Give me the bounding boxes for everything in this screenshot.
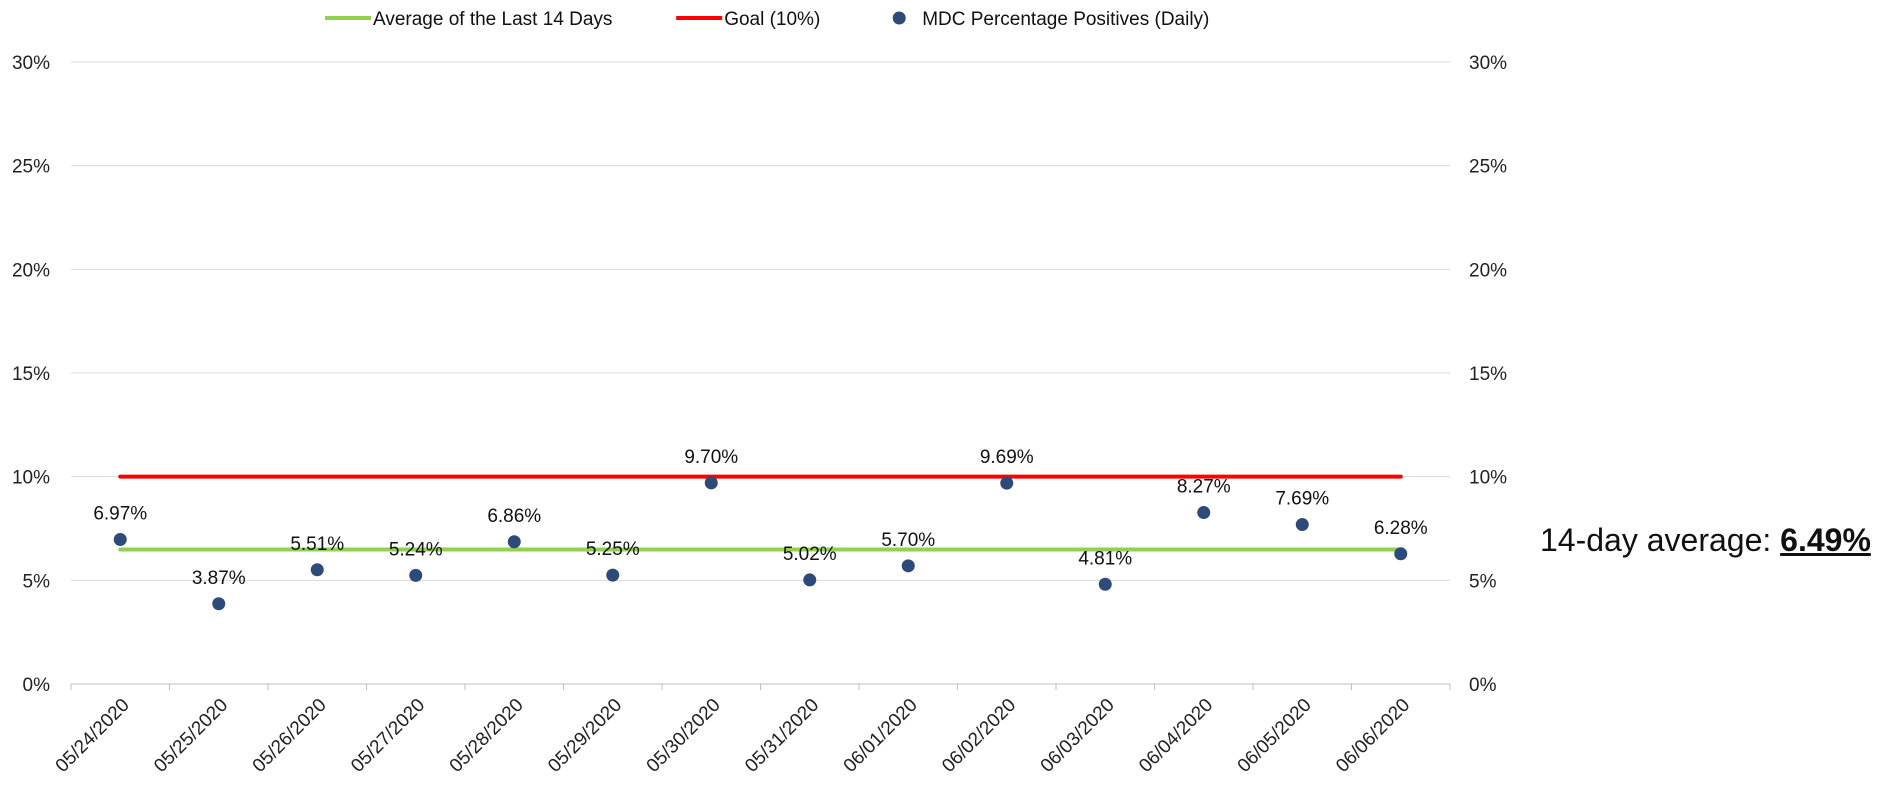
data-point-1 (212, 597, 226, 611)
data-label-4: 6.86% (487, 506, 541, 527)
x-tick-label-13: 06/06/2020 (1332, 695, 1414, 777)
summary-label: 14-day average: (1540, 522, 1781, 558)
data-point-12 (1295, 518, 1309, 532)
x-tick-label-6: 05/30/2020 (643, 695, 725, 777)
y-tick-left-0: 0% (23, 675, 51, 696)
fourteen-day-average-summary: 14-day average: 6.49% (1540, 522, 1871, 559)
x-tick-label-11: 06/04/2020 (1135, 695, 1217, 777)
data-label-5: 5.25% (586, 539, 640, 560)
data-point-9 (1000, 476, 1014, 490)
data-label-13: 6.28% (1374, 518, 1428, 539)
y-tick-left-25: 25% (12, 157, 50, 178)
data-point-11 (1197, 506, 1211, 520)
x-tick-label-9: 06/02/2020 (938, 695, 1020, 777)
data-point-4 (507, 535, 521, 549)
data-label-9: 9.69% (980, 447, 1034, 468)
summary-value: 6.49% (1780, 522, 1871, 558)
y-tick-left-15: 15% (12, 364, 50, 385)
data-point-0 (113, 532, 127, 546)
data-label-1: 3.87% (192, 568, 246, 589)
y-tick-right-10: 10% (1469, 468, 1507, 489)
data-label-2: 5.51% (290, 534, 344, 555)
data-label-6: 9.70% (684, 447, 738, 468)
y-tick-right-0: 0% (1469, 675, 1497, 696)
legend-label-average-of-the-last-14-days: Average of the Last 14 Days (373, 9, 612, 30)
data-point-13 (1394, 547, 1408, 561)
x-tick-label-3: 05/27/2020 (347, 695, 429, 777)
x-tick-label-10: 06/03/2020 (1037, 695, 1119, 777)
x-tick-label-0: 05/24/2020 (52, 695, 134, 777)
series-layer (113, 474, 1408, 611)
x-tick-label-8: 06/01/2020 (840, 695, 922, 777)
data-label-11: 8.27% (1177, 477, 1231, 498)
x-tick-label-7: 05/31/2020 (741, 695, 823, 777)
data-point-3 (409, 568, 423, 582)
data-label-7: 5.02% (783, 544, 837, 565)
data-label-3: 5.24% (389, 539, 443, 560)
x-tick-label-1: 05/25/2020 (150, 695, 232, 777)
label-layer: 6.97% 3.87% 5.51% 5.24% 6.86% 5.25% 9.70% 5.02%… (93, 447, 1427, 589)
y-tick-left-5: 5% (23, 571, 51, 592)
legend-label-mdc-percentage-positives-daily: MDC Percentage Positives (Daily) (922, 9, 1209, 30)
data-label-0: 6.97% (93, 503, 147, 524)
grid-layer (71, 61, 1450, 685)
data-point-5 (606, 568, 620, 582)
legend-swatch-mdc-percentage-positives-daily (892, 11, 906, 25)
legend-label-goal-10: Goal (10%) (724, 9, 820, 30)
data-point-6 (704, 476, 718, 490)
y-tick-right-30: 30% (1469, 53, 1507, 74)
data-label-10: 4.81% (1078, 548, 1132, 569)
data-point-2 (310, 563, 324, 577)
x-tick-label-5: 05/29/2020 (544, 695, 626, 777)
data-label-8: 5.70% (881, 530, 935, 551)
y-tick-right-15: 15% (1469, 364, 1507, 385)
y-tick-left-10: 10% (12, 468, 50, 489)
x-tick-label-2: 05/26/2020 (249, 695, 331, 777)
y-tick-left-30: 30% (12, 53, 50, 74)
data-point-10 (1098, 577, 1112, 591)
y-tick-right-25: 25% (1469, 157, 1507, 178)
y-tick-left-20: 20% (12, 260, 50, 281)
legend-layer: Average of the Last 14 Days Goal (10%) MDC… (325, 9, 1209, 30)
x-tick-label-12: 06/05/2020 (1234, 695, 1316, 777)
data-label-12: 7.69% (1275, 489, 1329, 510)
y-tick-right-5: 5% (1469, 571, 1497, 592)
data-point-7 (803, 573, 817, 587)
y-tick-right-20: 20% (1469, 260, 1507, 281)
axis-layer: 0% 0% 5% 5% 10% 10% 15% 15% 20% 20% 25% 25% 30% 30% 05… (12, 53, 1507, 777)
x-tick-label-4: 05/28/2020 (446, 695, 528, 777)
data-point-8 (901, 559, 915, 573)
